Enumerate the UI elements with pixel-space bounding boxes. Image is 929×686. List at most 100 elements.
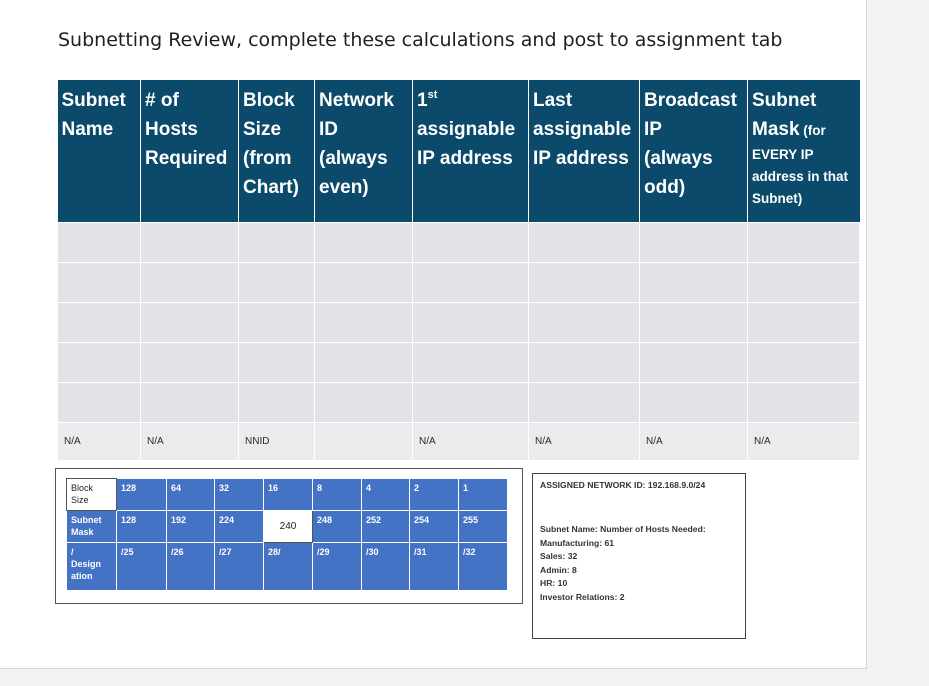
- table-cell[interactable]: [747, 301, 860, 343]
- table-cell[interactable]: [238, 221, 315, 263]
- chart-cell-highlight: 240: [263, 510, 313, 543]
- header-first-sup: st: [427, 89, 438, 101]
- na-cell: [314, 421, 413, 461]
- chart-cell: 255: [458, 510, 508, 543]
- header-first-rest: assignable IP address: [417, 119, 516, 169]
- chart-cell: 224: [214, 510, 264, 543]
- table-cell[interactable]: [140, 341, 239, 383]
- page-title: Subnetting Review, complete these calcul…: [58, 29, 783, 51]
- na-row: N/A N/A NNID N/A N/A N/A N/A: [57, 421, 860, 461]
- header-mask-text: Subnet Mask: [752, 90, 817, 140]
- table-cell[interactable]: [314, 381, 413, 423]
- header-mask-small: (for: [799, 123, 826, 138]
- table-cell[interactable]: [238, 261, 315, 303]
- table-row: [57, 381, 860, 423]
- table-cell[interactable]: [314, 341, 413, 383]
- header-mask-note: EVERY IP address in that Subnet): [752, 147, 849, 206]
- chart-cell: 192: [166, 510, 215, 543]
- chart-cell: 4: [361, 478, 410, 511]
- table-row: [57, 301, 860, 343]
- document-page: Subnetting Review, complete these calcul…: [0, 0, 867, 669]
- table-cell[interactable]: [528, 341, 640, 383]
- header-first-assignable: 1st assignable IP address: [412, 80, 529, 222]
- table-cell[interactable]: [639, 221, 748, 263]
- chart-cell: 2: [409, 478, 459, 511]
- table-cell[interactable]: [314, 261, 413, 303]
- table-cell[interactable]: [412, 261, 529, 303]
- chart-cell: /32: [458, 542, 508, 591]
- table-cell[interactable]: [57, 221, 141, 263]
- chart-cell: 1: [458, 478, 508, 511]
- table-cell[interactable]: [57, 261, 141, 303]
- assigned-network-id: ASSIGNED NETWORK ID: 192.168.9.0/24: [540, 480, 706, 490]
- chart-cell: 128: [116, 478, 167, 511]
- chart-cell: 252: [361, 510, 410, 543]
- table-row: [57, 341, 860, 383]
- chart-cell: /31: [409, 542, 459, 591]
- chart-cell: 248: [312, 510, 362, 543]
- table-cell[interactable]: [528, 381, 640, 423]
- chart-row-subnet-mask: Subnet Mask 128 192 224 240 248 252 254 …: [66, 510, 508, 543]
- table-cell[interactable]: [639, 341, 748, 383]
- table-cell[interactable]: [140, 381, 239, 423]
- table-cell[interactable]: [412, 221, 529, 263]
- table-cell[interactable]: [57, 301, 141, 343]
- table-cell[interactable]: [747, 221, 860, 263]
- subnet-requirement: HR: 10: [540, 578, 568, 589]
- subnet-requirement: Sales: 32: [540, 551, 578, 562]
- chart-label-designation: / Design ation: [66, 542, 117, 591]
- table-cell[interactable]: [238, 301, 315, 343]
- table-cell[interactable]: [140, 221, 239, 263]
- chart-cell: /29: [312, 542, 362, 591]
- table-cell[interactable]: [639, 261, 748, 303]
- header-network-id: Network ID (always even): [314, 80, 413, 222]
- chart-cell: 28/: [263, 542, 313, 591]
- table-cell[interactable]: [238, 341, 315, 383]
- subnet-requirement: Admin: 8: [540, 564, 577, 575]
- chart-cell: /26: [166, 542, 215, 591]
- table-cell[interactable]: [639, 381, 748, 423]
- table-cell[interactable]: [747, 341, 860, 383]
- table-cell[interactable]: [412, 381, 529, 423]
- table-row: [57, 261, 860, 303]
- chart-cell: 254: [409, 510, 459, 543]
- chart-label-block-size: Block Size: [66, 478, 117, 511]
- header-last-assignable: Last assignable IP address: [528, 80, 640, 222]
- na-cell: N/A: [412, 421, 529, 461]
- chart-row-designation: / Design ation /25 /26 /27 28/ /29 /30 /…: [66, 542, 508, 591]
- subnet-requirement: Investor Relations: 2: [540, 591, 625, 602]
- header-row: Subnet Name # of Hosts Required Block Si…: [57, 80, 860, 222]
- chart-cell: 16: [263, 478, 313, 511]
- chart-cell: /30: [361, 542, 410, 591]
- table-cell[interactable]: [238, 381, 315, 423]
- table-cell[interactable]: [747, 261, 860, 303]
- table-cell[interactable]: [314, 221, 413, 263]
- subnet-chart: Block Size 128 64 32 16 8 4 2 1 Subnet M…: [66, 478, 508, 591]
- header-broadcast-ip: Broadcast IP (always odd): [639, 80, 748, 222]
- table-cell[interactable]: [528, 301, 640, 343]
- na-cell: N/A: [747, 421, 860, 461]
- header-hosts-required: # of Hosts Required: [140, 80, 239, 222]
- table-cell[interactable]: [412, 301, 529, 343]
- chart-row-block-size: Block Size 128 64 32 16 8 4 2 1: [66, 478, 508, 511]
- table-cell[interactable]: [639, 301, 748, 343]
- chart-label-subnet-mask: Subnet Mask: [66, 510, 117, 543]
- table-cell[interactable]: [747, 381, 860, 423]
- na-cell: N/A: [528, 421, 640, 461]
- subnet-requirement: Manufacturing: 61: [540, 537, 615, 548]
- table-cell[interactable]: [528, 261, 640, 303]
- table-cell[interactable]: [140, 261, 239, 303]
- table-cell[interactable]: [528, 221, 640, 263]
- table-cell[interactable]: [314, 301, 413, 343]
- table-cell[interactable]: [57, 381, 141, 423]
- table-cell[interactable]: [140, 301, 239, 343]
- chart-cell: 64: [166, 478, 215, 511]
- table-row: [57, 221, 860, 263]
- na-cell: NNID: [238, 421, 315, 461]
- subnet-table: Subnet Name # of Hosts Required Block Si…: [57, 80, 860, 461]
- table-cell[interactable]: [57, 341, 141, 383]
- header-subnet-mask: Subnet Mask (for EVERY IP address in that…: [747, 80, 860, 222]
- na-cell: N/A: [639, 421, 748, 461]
- table-cell[interactable]: [412, 341, 529, 383]
- chart-cell: 8: [312, 478, 362, 511]
